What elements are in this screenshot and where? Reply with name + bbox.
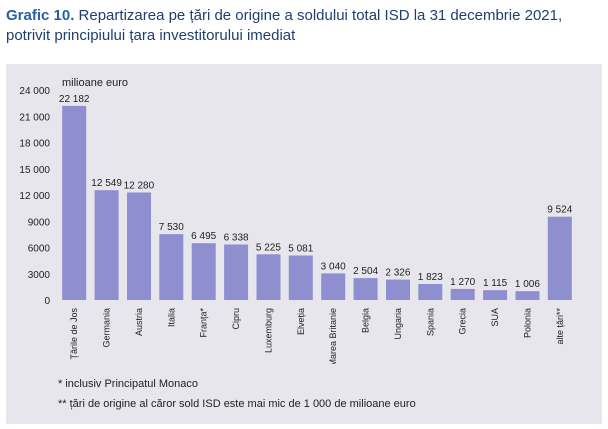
y-tick-label: 18 000 (19, 139, 50, 150)
bar (127, 192, 151, 300)
bar (547, 216, 572, 300)
x-tick-label: Grecia (458, 308, 468, 335)
bar (515, 291, 540, 300)
x-tick-label: Germania (102, 308, 112, 348)
bar (386, 279, 410, 300)
x-tick-label: Spania (425, 308, 435, 336)
value-label: 1 270 (450, 277, 475, 288)
value-label: 2 326 (385, 268, 410, 279)
y-axis: 0 3000 6000 9000 12 000 15 000 18 000 21 000 24 … (19, 86, 50, 307)
x-tick-label: Ungaria (393, 308, 403, 340)
x-tick-label: Franța* (199, 308, 209, 338)
x-tick-label: Austria (134, 308, 144, 336)
bar (450, 288, 475, 300)
y-tick-label: 3000 (28, 270, 51, 281)
value-label: 5 081 (288, 244, 313, 255)
bar-chart: 0 3000 6000 9000 12 000 15 000 18 000 21 000 24 … (19, 77, 573, 364)
value-label: 6 338 (224, 233, 249, 244)
value-label: 9 524 (547, 205, 572, 216)
x-tick-label: Luxemburg (263, 308, 273, 353)
x-axis-labels: Țările de Jos Germania Austria Italia Franța… (69, 308, 565, 364)
title-line-2: potrivit principiului țara investitorulu… (6, 27, 296, 44)
y-tick-label: 12 000 (19, 191, 50, 202)
x-tick-label: Elveția (296, 308, 306, 335)
bar (288, 255, 313, 300)
x-tick-label: Țările de Jos (69, 308, 79, 360)
bar (321, 273, 346, 300)
x-tick-label: SUA (490, 308, 500, 327)
y-tick-label: 9000 (28, 217, 51, 228)
y-tick-label: 6000 (28, 244, 51, 255)
bar (191, 243, 216, 300)
y-tick-label: 0 (44, 296, 50, 307)
x-tick-label: Polonia (522, 308, 532, 338)
value-label: 5 225 (256, 242, 281, 253)
chart-title: Grafic 10. Repartizarea pe țări de origi… (6, 6, 602, 46)
value-label: 22 182 (59, 94, 90, 105)
x-tick-label: Belgia (361, 308, 371, 333)
footnote-1: * inclusiv Principatul Monaco (58, 378, 199, 390)
y-tick-label: 15 000 (19, 165, 50, 176)
footnotes: * inclusiv Principatul Monaco ** țări de… (58, 374, 416, 414)
bar (418, 284, 443, 300)
title-line-1: Grafic 10. Repartizarea pe țări de origi… (6, 6, 602, 26)
x-tick-label: Marea Britanie (328, 308, 338, 364)
chart-panel: 0 3000 6000 9000 12 000 15 000 18 000 21 000 24 … (6, 64, 602, 424)
value-label: 2 504 (353, 266, 378, 277)
x-tick-label: Italia (166, 308, 176, 327)
bar (256, 254, 281, 300)
value-label: 12 280 (124, 181, 155, 192)
y-tick-label: 21 000 (19, 112, 50, 123)
value-label: 12 549 (91, 178, 122, 189)
bar (224, 244, 249, 300)
bar (483, 290, 508, 300)
title-text: Repartizarea pe țări de origine a soldul… (74, 7, 563, 24)
bar (94, 190, 119, 300)
value-label: 6 495 (191, 231, 216, 242)
x-tick-label: alte țări** (555, 308, 565, 345)
bars (62, 105, 572, 301)
bar (353, 278, 378, 300)
value-label: 3 040 (321, 261, 346, 272)
value-label: 7 530 (159, 222, 184, 233)
value-label: 1 823 (418, 272, 443, 283)
y-tick-label: 24 000 (19, 86, 50, 97)
x-tick-label: Cipru (231, 308, 241, 330)
bar (62, 105, 87, 301)
footnote-2: ** țări de origine al căror sold ISD est… (58, 398, 416, 410)
value-label: 1 006 (515, 279, 540, 290)
value-label: 1 115 (483, 278, 508, 289)
y-axis-label: milioane euro (62, 77, 128, 89)
figure-number: Grafic 10. (6, 7, 75, 24)
value-labels: 22 182 12 549 12 280 7 530 6 495 6 338 5 225 5 … (59, 94, 573, 290)
bar (159, 234, 184, 300)
